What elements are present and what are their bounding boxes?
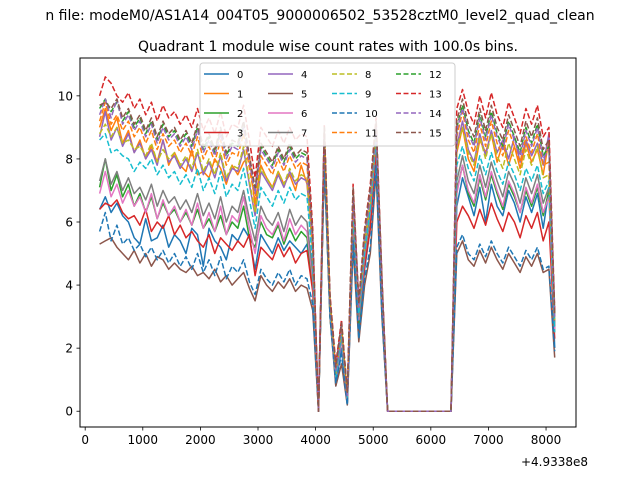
legend-label-15: 15 (429, 129, 442, 140)
x-tick-label: 6000 (416, 433, 447, 447)
series-line-7 (98, 136, 556, 412)
x-tick-label: 0 (81, 433, 89, 447)
series-line-8 (98, 123, 556, 412)
legend-label-2: 2 (237, 109, 243, 120)
legend-label-10: 10 (365, 109, 378, 120)
y-tick-label: 4 (65, 279, 73, 293)
y-axis: 0 2 4 6 8 10 (58, 89, 80, 419)
legend-label-0: 0 (237, 70, 243, 81)
series-line-15 (99, 98, 556, 412)
legend-label-11: 11 (365, 129, 378, 140)
legend-label-12: 12 (429, 70, 442, 81)
legend-label-13: 13 (429, 90, 442, 101)
legend-label-8: 8 (365, 70, 371, 81)
x-axis: 0 1000 2000 3000 4000 5000 6000 7000 8000 (81, 427, 561, 447)
y-tick-label: 8 (65, 152, 73, 166)
y-tick-label: 6 (65, 216, 73, 230)
legend-label-6: 6 (301, 109, 307, 120)
x-tick-label: 7000 (473, 433, 504, 447)
legend-label-14: 14 (429, 109, 442, 120)
x-offset-label: +4.9338e8 (521, 455, 588, 469)
x-tick-label: 4000 (300, 433, 331, 447)
y-tick-label: 0 (65, 405, 73, 419)
legend-label-4: 4 (301, 70, 307, 81)
legend-label-7: 7 (301, 129, 307, 140)
legend-label-1: 1 (237, 90, 243, 101)
series-line-10 (98, 161, 556, 412)
y-tick-label: 2 (65, 342, 73, 356)
axes-frame (79, 57, 577, 428)
legend-label-5: 5 (301, 90, 307, 101)
x-tick-label: 5000 (358, 433, 389, 447)
series-line-9 (99, 132, 556, 412)
chart-title: Quadrant 1 module wise count rates with … (138, 39, 518, 55)
x-tick-label: 2000 (185, 433, 216, 447)
y-tick-label: 10 (58, 89, 73, 103)
x-tick-label: 8000 (531, 433, 562, 447)
figure-suptitle: n file: modeM0/AS1A14_004T05_9000006502_… (45, 8, 594, 24)
plot-area (98, 76, 556, 412)
legend-box (199, 62, 456, 147)
legend-label-9: 9 (365, 90, 371, 101)
x-tick-label: 1000 (128, 433, 159, 447)
x-tick-label: 3000 (243, 433, 274, 447)
legend-label-3: 3 (237, 129, 243, 140)
